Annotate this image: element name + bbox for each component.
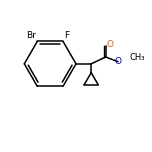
Text: O: O bbox=[114, 57, 121, 66]
Text: CH₃: CH₃ bbox=[129, 52, 145, 62]
Text: F: F bbox=[64, 31, 69, 40]
Text: O: O bbox=[106, 40, 113, 49]
Text: Br: Br bbox=[26, 31, 36, 40]
